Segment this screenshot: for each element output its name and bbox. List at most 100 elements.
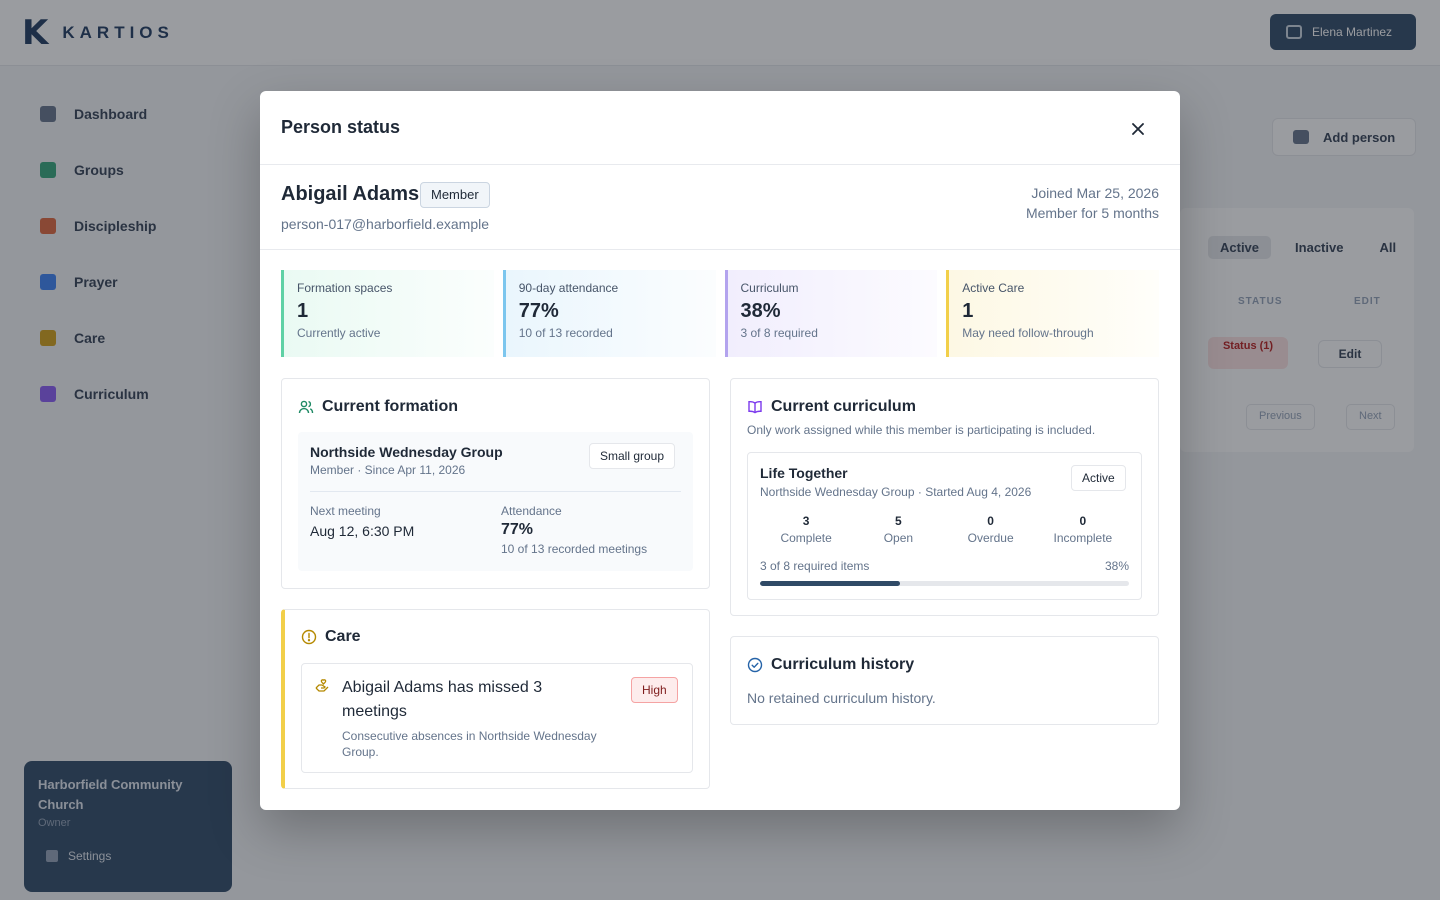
count-value: 0 [987, 514, 994, 528]
status-badge[interactable]: Status (1) [1208, 337, 1288, 369]
dashboard-icon [40, 106, 56, 122]
course-status-badge: Active [1071, 465, 1126, 491]
stat-curriculum: Curriculum 38% 3 of 8 required [724, 270, 938, 357]
next-meeting-label: Next meeting [310, 504, 381, 518]
logo[interactable]: K KARTIOS [22, 16, 174, 50]
top-bar: K KARTIOS Elena Martinez [0, 0, 1440, 66]
group-type-badge: Small group [589, 443, 676, 469]
history-title: Curriculum history [771, 656, 915, 673]
card-title: Current formation [298, 398, 693, 416]
card-title: Current curriculum [747, 398, 1142, 416]
count-incomplete: 0 Incomplete [1037, 514, 1129, 545]
column-header-status: STATUS [1238, 296, 1283, 307]
alert-circle-icon [301, 629, 317, 645]
prayer-icon [40, 274, 56, 290]
count-label: Complete [780, 531, 832, 545]
close-icon [1132, 123, 1144, 135]
course-card[interactable]: Life Together Northside Wednesday Group … [747, 452, 1142, 600]
check-circle-icon [747, 657, 763, 673]
care-card: Care Abigail Adams has missed 3 meetings… [281, 609, 710, 789]
edit-button[interactable]: Edit [1318, 340, 1382, 368]
care-item-title: Abigail Adams has missed 3 meetings [342, 679, 543, 720]
stat-value: 77% [518, 300, 559, 322]
role-badge: Member [420, 182, 490, 208]
person-summary: Abigail Adams Member person-017@harborfi… [260, 165, 1180, 250]
curriculum-title: Current curriculum [771, 398, 916, 415]
settings-icon [46, 850, 58, 862]
count-value: 5 [895, 514, 902, 528]
user-menu-button[interactable]: Elena Martinez [1270, 14, 1416, 50]
hand-heart-icon [315, 679, 329, 692]
logo-mark: K [22, 13, 49, 53]
history-empty-state: No retained curriculum history. [747, 690, 936, 706]
sidebar-item-curriculum[interactable]: Curriculum [40, 386, 149, 402]
course-counts: 3 Complete 5 Open 0 Overdue 0 Incomplete [760, 514, 1129, 545]
sidebar-item-label: Dashboard [74, 106, 148, 122]
progress-label: 3 of 8 required items [760, 559, 870, 573]
sidebar-item-care[interactable]: Care [40, 330, 105, 346]
book-open-icon [748, 400, 762, 414]
add-person-button[interactable]: Add person [1272, 118, 1416, 156]
close-button[interactable] [1126, 117, 1150, 141]
sidebar-item-prayer[interactable]: Prayer [40, 274, 118, 290]
pager-next-button[interactable]: Next [1346, 404, 1395, 430]
tab-active[interactable]: Active [1208, 236, 1272, 259]
organization-role: Owner [38, 817, 71, 829]
sidebar-item-label: Discipleship [74, 218, 157, 234]
add-person-label: Add person [1323, 129, 1396, 145]
card-title: Curriculum history [747, 656, 1142, 674]
sidebar-item-groups[interactable]: Groups [40, 162, 124, 178]
organization-name: Harborfield Community Church [38, 777, 183, 812]
priority-badge: High [631, 677, 678, 703]
joined-date: Joined Mar 25, 2026 [1031, 185, 1159, 201]
stat-label: 90-day attendance [518, 281, 619, 295]
stat-formation-spaces: Formation spaces 1 Currently active [281, 270, 494, 357]
pager-previous-button[interactable]: Previous [1246, 404, 1315, 430]
sidebar-item-dashboard[interactable]: Dashboard [40, 106, 147, 122]
stat-label: Formation spaces [297, 281, 393, 295]
progress-bar-fill [760, 581, 901, 586]
next-meeting-value: Aug 12, 6:30 PM [310, 523, 415, 539]
attendance-subtext: 10 of 13 recorded meetings [501, 542, 648, 556]
tab-inactive[interactable]: Inactive [1295, 240, 1344, 255]
group-membership[interactable]: Northside Wednesday Group Member · Since… [298, 432, 693, 571]
count-overdue: 0 Overdue [945, 514, 1037, 545]
dialog-header: Person status [260, 91, 1180, 165]
care-item[interactable]: Abigail Adams has missed 3 meetings Cons… [301, 663, 693, 773]
stat-label: Curriculum [740, 281, 799, 295]
count-value: 3 [802, 514, 810, 528]
logo-wordmark: KARTIOS [62, 23, 174, 42]
group-name: Northside Wednesday Group [310, 444, 503, 460]
organization-card[interactable]: Harborfield Community Church Owner Setti… [24, 761, 232, 892]
sidebar-item-discipleship[interactable]: Discipleship [40, 218, 156, 234]
stat-label: Active Care [962, 281, 1025, 295]
count-complete: 3 Complete [760, 514, 852, 545]
care-item-description: Consecutive absences in Northside Wednes… [342, 729, 597, 759]
stat-active-care: Active Care 1 May need follow-through [946, 270, 1159, 357]
sidebar: Dashboard Groups Discipleship Prayer Car… [0, 66, 260, 900]
count-value: 0 [1079, 514, 1087, 528]
attendance-label: Attendance [501, 504, 562, 518]
curriculum-description: Only work assigned while this member is … [747, 423, 1096, 437]
stat-subtext: 10 of 13 recorded [518, 326, 613, 340]
sidebar-item-label: Curriculum [74, 386, 149, 402]
dialog-title: Person status [281, 117, 401, 137]
group-attendance: Attendance 77% 10 of 13 recorded meeting… [501, 504, 647, 556]
people-filter-tabs: Active Inactive All [1208, 236, 1408, 259]
tab-all[interactable]: All [1379, 240, 1397, 255]
count-label: Incomplete [1053, 531, 1113, 545]
next-meeting: Next meeting Aug 12, 6:30 PM [310, 504, 414, 539]
person-email: person-017@harborfield.example [281, 216, 489, 232]
stat-attendance: 90-day attendance 77% 10 of 13 recorded [502, 270, 716, 357]
users-icon [298, 400, 314, 414]
settings-link[interactable]: Settings [38, 849, 218, 863]
sidebar-item-label: Groups [74, 162, 124, 178]
group-meta: Member · Since Apr 11, 2026 [310, 463, 466, 477]
stat-value: 38% [740, 300, 781, 322]
stat-subtext: 3 of 8 required [740, 326, 818, 340]
progress-bar [760, 581, 1129, 586]
discipleship-icon [40, 218, 56, 234]
count-label: Overdue [967, 531, 1014, 545]
care-icon [40, 330, 56, 346]
count-open: 5 Open [852, 514, 944, 545]
